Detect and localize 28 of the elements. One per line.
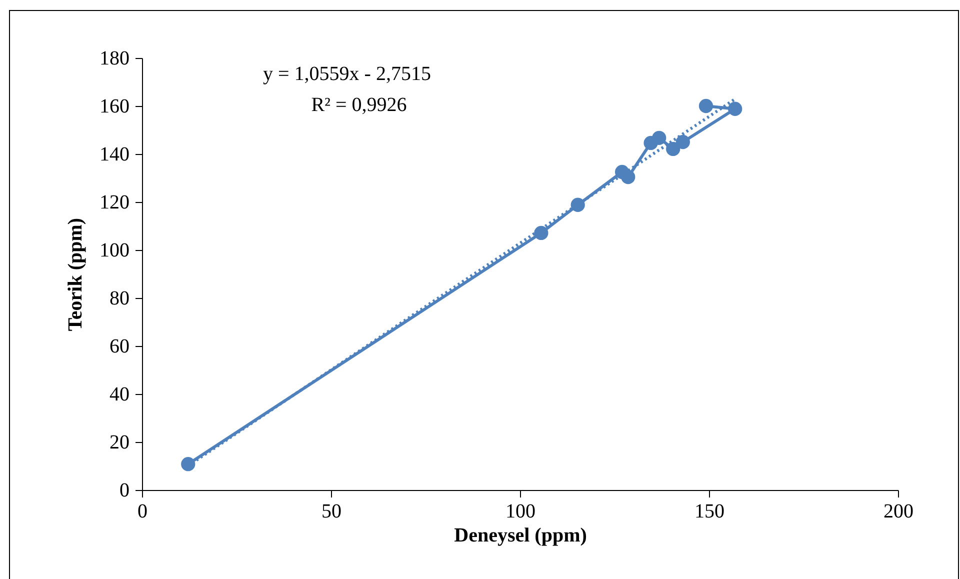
point (652, 130, 666, 145)
annotation: y = 1,0559x - 2,7515 (263, 63, 431, 85)
x-tick-label: 150 (694, 500, 724, 522)
y-tick-label: 40 (110, 384, 130, 406)
y-tick-label: 120 (100, 192, 130, 214)
annotation: R² = 0,9926 (311, 94, 407, 116)
y-tick-label: 100 (100, 240, 130, 262)
point (570, 198, 585, 212)
point (666, 142, 680, 156)
y-tick-label: 160 (100, 96, 130, 118)
point (676, 134, 690, 150)
x-tick-label: 100 (506, 500, 536, 522)
y-tick-label: 140 (100, 144, 130, 166)
x-tick-label: 0 (138, 500, 148, 522)
y-tick-label: 20 (110, 432, 130, 454)
y-tick-label: 0 (120, 480, 130, 502)
point (621, 170, 636, 184)
y-axis-title: Teorik (ppm) (64, 218, 86, 332)
point (534, 226, 548, 240)
y-tick-label: 80 (110, 288, 130, 310)
point (698, 98, 714, 114)
point (728, 102, 742, 116)
y-tick-label: 60 (110, 336, 130, 358)
x-axis-title: Deneysel (ppm) (454, 524, 587, 546)
x-tick-label: 50 (322, 500, 342, 522)
y-tick-label: 180 (100, 48, 130, 70)
point (181, 457, 196, 472)
x-tick-label: 200 (884, 500, 914, 522)
